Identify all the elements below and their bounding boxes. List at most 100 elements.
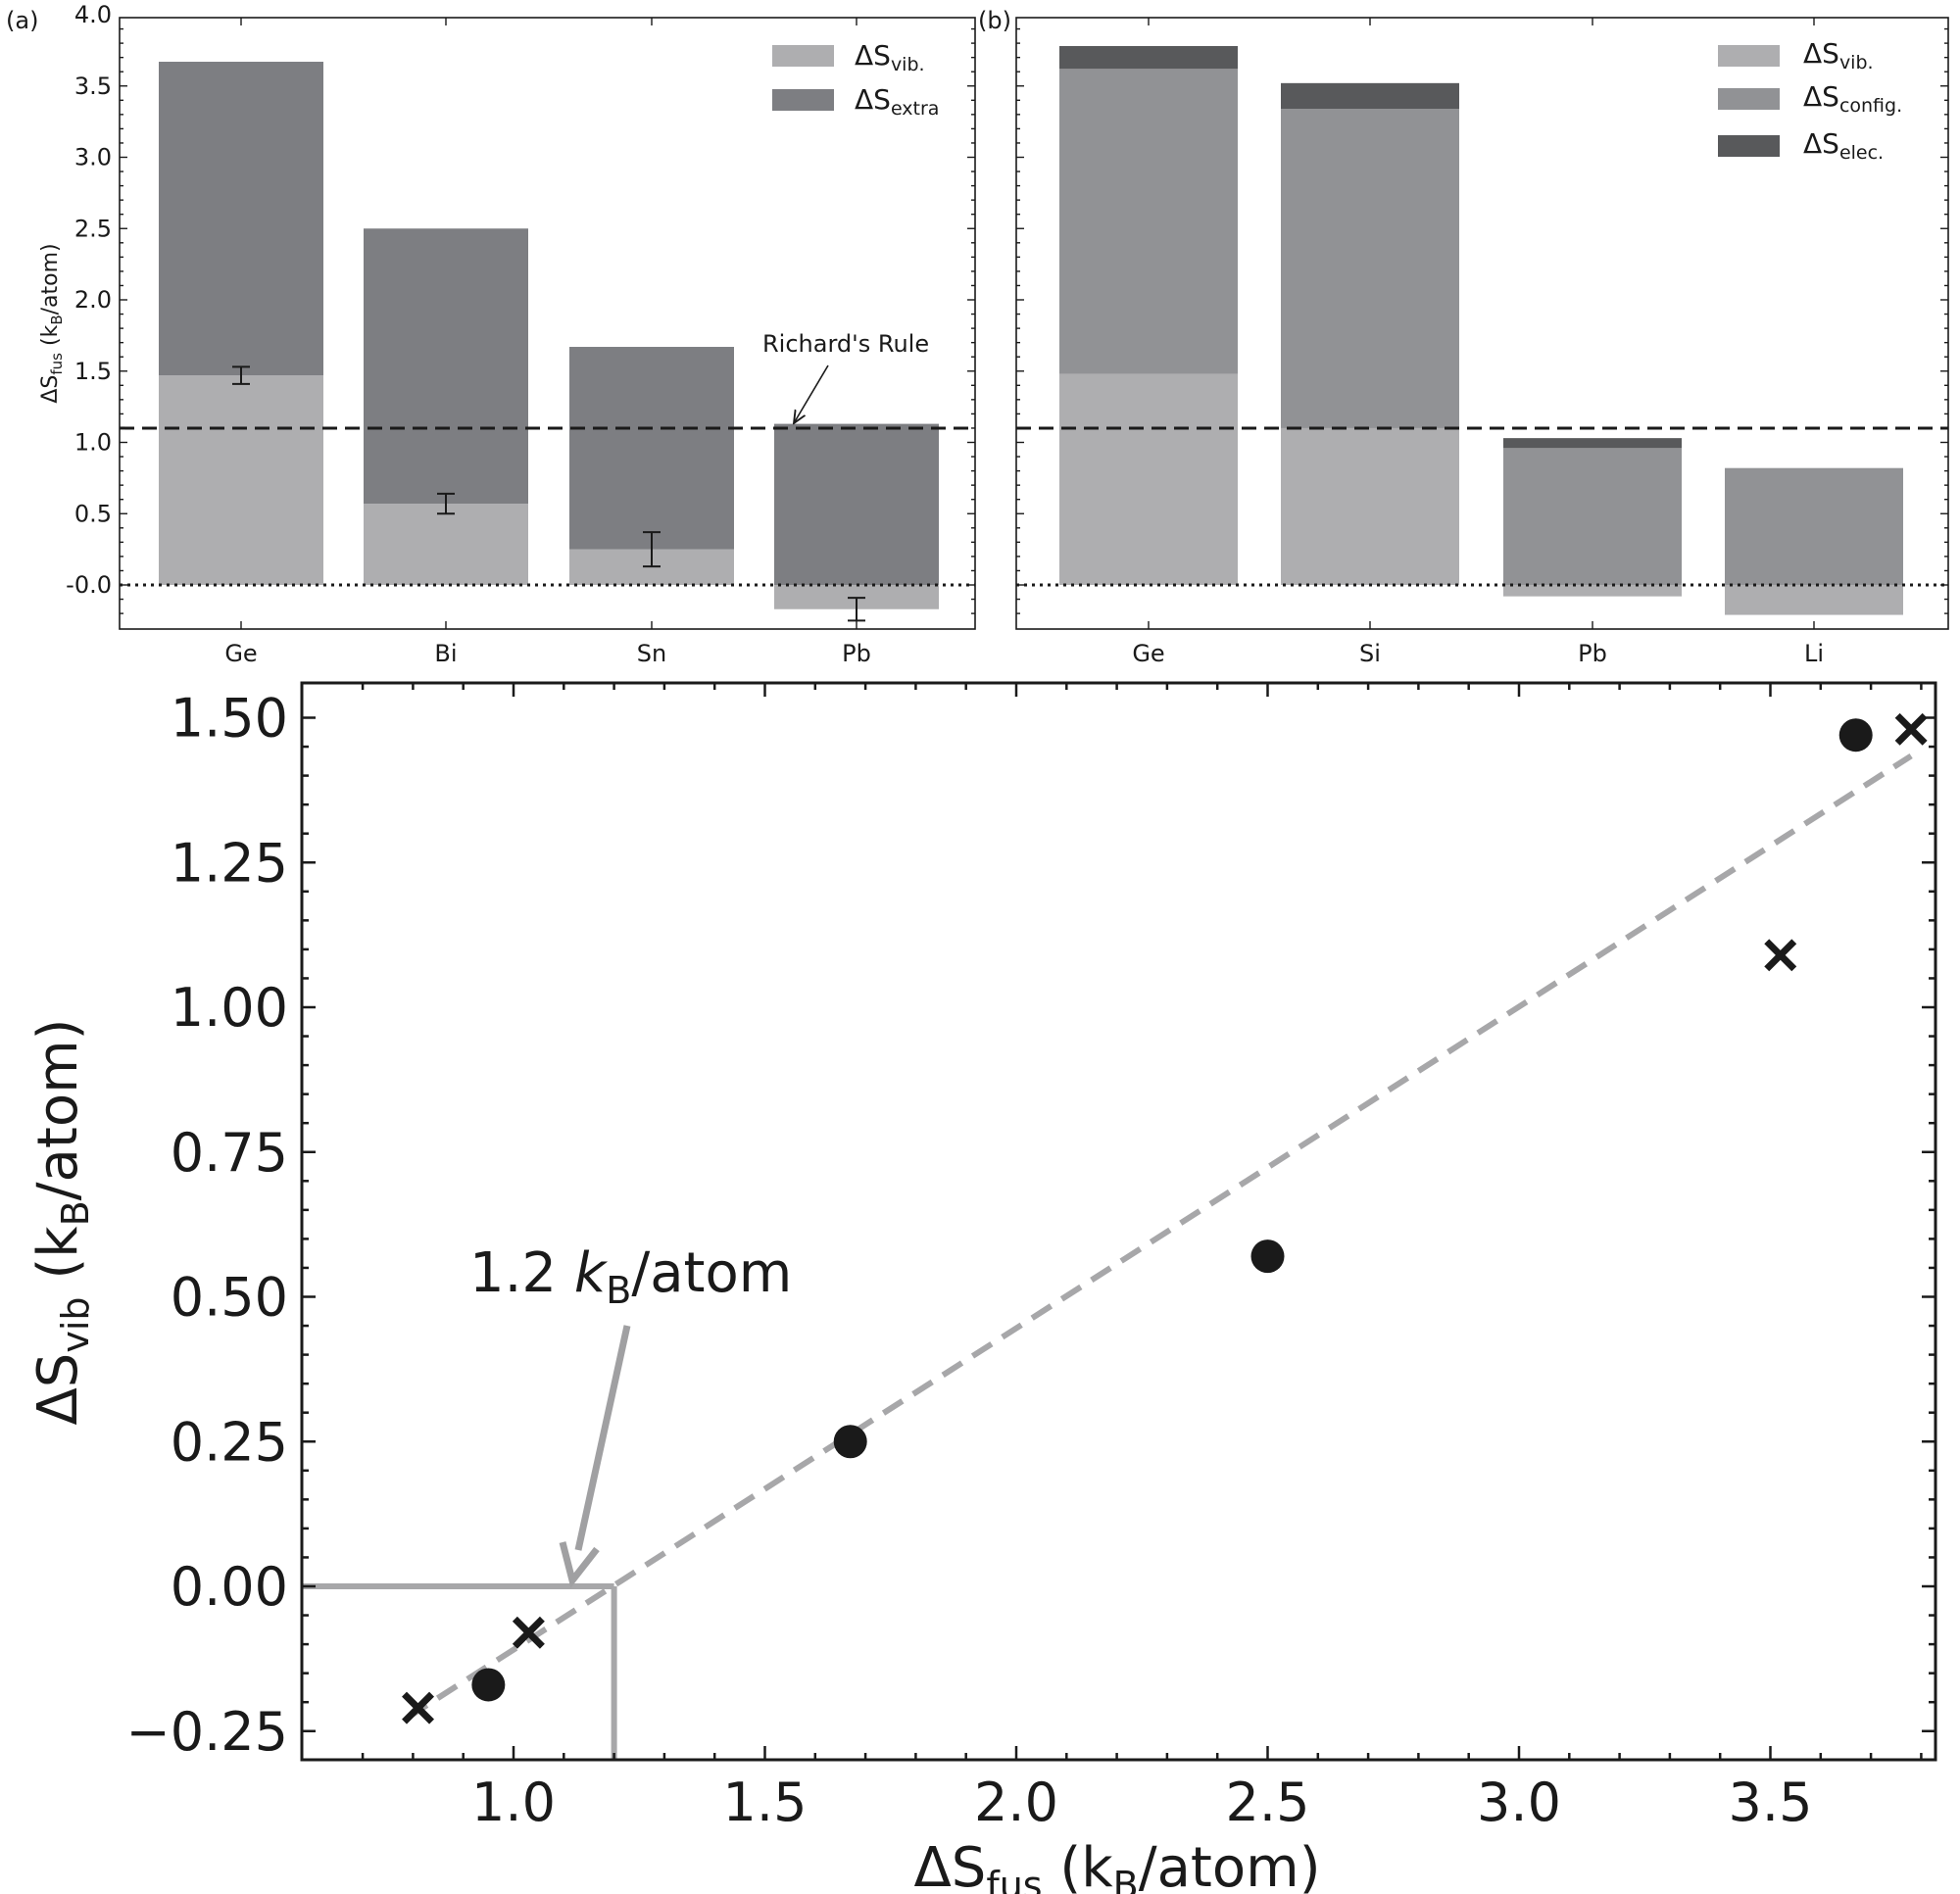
- cross-stroke: [1894, 712, 1928, 746]
- panel-a-y-ticks: -0.0 0.5 1.0 1.5 2.0 2.5 3.0 3.5 4.0: [66, 1, 975, 614]
- scatter-point-cross: [512, 1616, 545, 1649]
- y-tick-label: 2.0: [74, 286, 112, 314]
- y-tick-label: 3.0: [74, 144, 112, 171]
- bar-pb-segment-1: [1503, 448, 1682, 585]
- scatter-point-circle: [1838, 718, 1873, 753]
- bar-pb-segment-0: [1503, 585, 1682, 597]
- legend-label-vib: ΔSvib.: [855, 39, 925, 75]
- richards-rule-label: Richard's Rule: [762, 330, 929, 358]
- panel-a-x-ticks: Ge Bi Sn Pb: [224, 18, 871, 667]
- bar-pb-segment-2: [1503, 438, 1682, 449]
- x-tick-label-ge: Ge: [224, 640, 257, 667]
- scatter-point-circle: [471, 1668, 506, 1702]
- panel-b-frame: [1015, 17, 1949, 630]
- y-tick-label: 1.50: [171, 688, 288, 750]
- x-tick-label-pb: Pb: [1578, 640, 1607, 667]
- y-tick-label: -0.0: [66, 571, 112, 599]
- cross-stroke: [1764, 939, 1797, 972]
- panel-a-bars: [159, 62, 939, 609]
- legend-swatch-vib: [1718, 45, 1780, 67]
- legend-label-vib: ΔSvib.: [1803, 37, 1874, 73]
- bar-bi-segment-0: [364, 504, 528, 585]
- bar-si-segment-2: [1281, 82, 1459, 110]
- y-tick-label: 1.00: [171, 977, 288, 1039]
- panel-b-legend: ΔSvib. ΔSconfig. ΔSelec.: [1718, 37, 1902, 164]
- annotation-arrow: [559, 1325, 631, 1588]
- legend-swatch-vib: [772, 45, 834, 67]
- scatter-point-circle: [833, 1425, 867, 1459]
- x-tick-label: 2.5: [1226, 1772, 1310, 1833]
- panel-a: (a) Richard's Rule -0.0 0.5 1.0 1.5 2.0 2.5 3.…: [6, 1, 976, 667]
- cross-stroke: [402, 1691, 435, 1724]
- y-tick-label: 3.5: [74, 73, 112, 100]
- bar-ge-segment-0: [1059, 373, 1238, 585]
- x-tick-label: 3.5: [1729, 1772, 1813, 1833]
- scatter-point-cross: [1764, 939, 1797, 972]
- panel-b-bars: [1059, 46, 1903, 615]
- panel-c-y-axis-label: ΔSvib (kB/atom): [26, 1019, 97, 1426]
- panel-c: −0.25 0.00 0.25 0.50 0.75 1.00 1.25 1.50 1.0 1.5…: [26, 681, 1937, 1894]
- x-tick-label: 1.5: [723, 1772, 808, 1833]
- scatter-point-circle: [1250, 1239, 1285, 1274]
- panel-a-label: (a): [6, 7, 38, 34]
- panel-c-x-ticks: 1.0 1.5 2.0 2.5 3.0 3.5: [361, 683, 1923, 1833]
- y-tick-label: 1.25: [171, 832, 288, 894]
- legend-swatch-elec: [1718, 135, 1780, 157]
- x-tick-label-pb: Pb: [842, 640, 871, 667]
- legend-label-config: ΔSconfig.: [1803, 80, 1902, 117]
- x-tick-label: 2.0: [974, 1772, 1058, 1833]
- y-tick-label: 0.5: [74, 500, 112, 527]
- x-tick-label-ge: Ge: [1132, 640, 1164, 667]
- panel-c-y-ticks: −0.25 0.00 0.25 0.50 0.75 1.00 1.25 1.50: [126, 688, 1936, 1763]
- bar-si-segment-0: [1281, 427, 1459, 585]
- legend-swatch-extra: [772, 89, 834, 111]
- y-tick-label: 0.00: [171, 1556, 288, 1618]
- bar-ge-segment-2: [1059, 46, 1238, 70]
- annotation-label: 1.2 kB/atom: [469, 1241, 792, 1312]
- y-tick-label: 0.50: [171, 1267, 288, 1329]
- legend-label-extra: ΔSextra: [855, 83, 939, 120]
- bar-li-segment-1: [1725, 467, 1903, 585]
- panel-b-label: (b): [978, 7, 1011, 34]
- x-tick-label-si: Si: [1359, 640, 1381, 667]
- panel-a-frame: [119, 17, 976, 630]
- y-tick-label: 0.25: [171, 1411, 288, 1473]
- y-tick-label: 1.0: [74, 429, 112, 457]
- x-tick-label: 3.0: [1477, 1772, 1561, 1833]
- panel-c-guide-lines: [302, 1583, 617, 1760]
- y-tick-label: 0.75: [171, 1122, 288, 1184]
- bar-ge-segment-1: [159, 62, 323, 376]
- panel-c-points: [402, 712, 1928, 1724]
- panel-a-error-bars: [232, 365, 865, 622]
- y-tick-label: 2.5: [74, 215, 112, 242]
- panel-c-x-axis-label: ΔSfus (kB/atom): [913, 1836, 1320, 1894]
- legend-swatch-config: [1718, 88, 1780, 110]
- bar-li-segment-0: [1725, 585, 1903, 615]
- legend-label-elec: ΔSelec.: [1803, 127, 1884, 164]
- panel-b-y-ticks: [1016, 27, 1948, 614]
- x-tick-label-li: Li: [1804, 640, 1824, 667]
- panel-c-frame: [300, 681, 1937, 1762]
- x-tick-label-sn: Sn: [637, 640, 666, 667]
- bar-ge-segment-1: [1059, 69, 1238, 374]
- panel-a-y-axis-label: ΔSfus (kB/atom): [38, 243, 66, 403]
- richards-rule-arrow: [794, 364, 829, 423]
- bar-pb-segment-1: [774, 423, 939, 585]
- x-tick-label: 1.0: [471, 1772, 556, 1833]
- panel-b: (b) Ge Si Pb Li ΔSvib. ΔSconfig. ΔSelec.: [978, 7, 1949, 667]
- fit-line: [406, 753, 1913, 1721]
- panel-b-x-ticks: Ge Si Pb Li: [1132, 18, 1824, 667]
- bar-si-segment-1: [1281, 109, 1459, 428]
- x-tick-label-bi: Bi: [434, 640, 457, 667]
- scatter-point-cross: [1894, 712, 1928, 746]
- bar-ge-segment-0: [159, 375, 323, 585]
- bar-bi-segment-1: [364, 228, 528, 505]
- cross-stroke: [512, 1616, 545, 1649]
- y-tick-label: 4.0: [74, 1, 112, 28]
- scatter-point-cross: [402, 1691, 435, 1724]
- y-tick-label: 1.5: [74, 358, 112, 385]
- y-tick-label: −0.25: [126, 1701, 288, 1763]
- panel-a-legend: ΔSvib. ΔSextra: [772, 39, 939, 120]
- bar-sn-segment-1: [569, 347, 734, 550]
